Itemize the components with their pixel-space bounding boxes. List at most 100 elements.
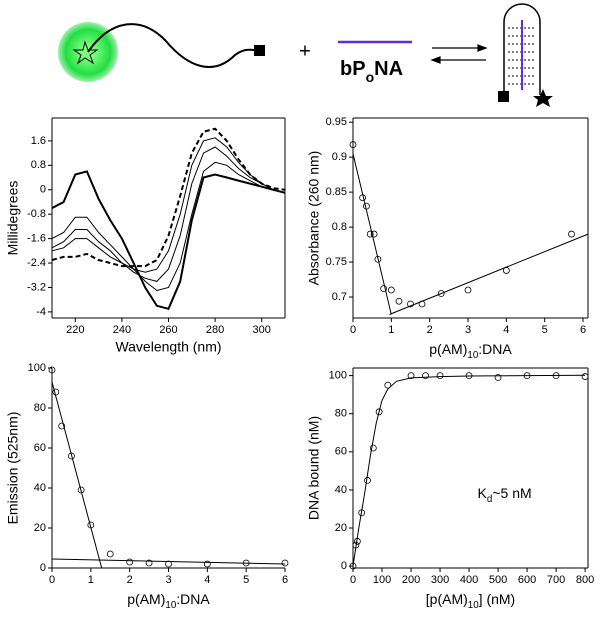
y-tick-label: 100 (28, 362, 46, 374)
y-tick-label: -0.8 (27, 208, 46, 220)
y-tick-label: 0.8 (31, 159, 46, 171)
y-tick-label: -1.6 (27, 233, 46, 245)
data-point (359, 194, 366, 202)
data-point (87, 521, 95, 529)
y-axis-label: Millidegrees (5, 181, 21, 256)
data-point (48, 366, 56, 374)
y-axis-label: Absorbance (260 nm) (306, 151, 322, 286)
x-tick-label: 200 (402, 574, 420, 586)
y-tick-label: 60 (335, 446, 347, 458)
text-part: ] (nM) (479, 591, 516, 607)
x-tick-label: 6 (282, 574, 288, 586)
data-point (370, 230, 378, 238)
y-tick-label: 100 (329, 370, 347, 382)
fit-line (51, 558, 286, 565)
hairpin (498, 3, 553, 107)
x-tick-label: 2 (127, 574, 133, 586)
y-tick-label: 20 (335, 522, 347, 534)
x-axis-label: Wavelength (nm) (115, 339, 221, 355)
x-tick-label: 5 (542, 324, 548, 336)
y-tick-label: -4 (36, 306, 46, 318)
data-point (52, 388, 60, 396)
plus: + (299, 40, 311, 62)
quencher (254, 45, 265, 56)
y-tick-label: 20 (34, 522, 46, 534)
fit-line (352, 153, 392, 315)
data-point (203, 560, 211, 568)
fluorophore-star (72, 40, 99, 65)
data-point (374, 255, 382, 263)
equilibrium-arrows (430, 44, 488, 64)
x-tick-label: 1 (388, 324, 394, 336)
x-tick-label: 100 (373, 574, 391, 586)
x-tick-label: 4 (204, 574, 210, 586)
data-point (380, 285, 388, 293)
data-point (165, 560, 172, 568)
data-point (58, 422, 66, 430)
text-part: o (366, 69, 375, 85)
data-point (418, 300, 426, 308)
text-part: [p(AM) (426, 591, 468, 607)
schematic: + bPoNA (58, 3, 553, 107)
y-axis-label: DNA bound (nM) (306, 416, 322, 520)
annotation: Kd~5 nM (478, 485, 532, 505)
y-tick-label: 40 (34, 482, 46, 494)
y-tick-label: 0.8 (332, 221, 347, 233)
data-point (369, 444, 377, 452)
y-tick-label: 0.75 (326, 256, 347, 268)
data-point (494, 374, 502, 381)
y-tick-label: -3.2 (27, 281, 46, 293)
data-point (106, 550, 114, 558)
x-tick-label: 240 (113, 324, 131, 336)
data-point (436, 372, 444, 380)
text-part: p(AM) (127, 591, 165, 607)
cd-curve (51, 146, 286, 282)
x-tick-label: 500 (489, 574, 507, 586)
text-part: ~5 nM (492, 485, 531, 501)
y-tick-label: 1.6 (31, 135, 46, 147)
data-point (126, 558, 134, 566)
y-tick-label: 0.85 (326, 186, 347, 198)
x-tick-label: 260 (159, 324, 177, 336)
text-part: 10 (468, 600, 479, 611)
data-point (464, 286, 472, 294)
y-tick-label: -2.4 (27, 257, 46, 269)
text-part: bP (340, 58, 366, 80)
data-point (384, 381, 392, 389)
cd-curve (51, 170, 286, 310)
data-point (407, 300, 414, 308)
fit-line (352, 374, 586, 567)
y-tick-label: 0 (40, 184, 46, 196)
y-axis-label: Emission (525nm) (5, 412, 21, 525)
data-point (242, 559, 250, 567)
data-point (349, 562, 357, 570)
dna-strand (87, 23, 256, 68)
text-part: p(AM) (429, 341, 467, 357)
data-point (358, 509, 366, 517)
y-tick-label: 80 (34, 402, 46, 414)
x-tick-label: 5 (243, 574, 249, 586)
text-part: :DNA (176, 591, 210, 607)
data-point (352, 541, 360, 549)
data-point (552, 372, 560, 380)
x-tick-label: 0 (350, 324, 356, 336)
fit-line (51, 381, 103, 569)
text-part: 10 (165, 600, 176, 611)
x-tick-label: 0 (350, 574, 356, 586)
text-part: NA (374, 58, 403, 80)
x-tick-label: 700 (547, 574, 565, 586)
data-point (68, 452, 75, 460)
data-point (145, 559, 153, 567)
x-axis-label: p(AM)10:DNA (429, 341, 512, 361)
data-point (353, 537, 361, 545)
x-tick-label: 600 (518, 574, 536, 586)
y-tick-label: 0.7 (332, 291, 347, 303)
text-part: K (478, 485, 488, 501)
y-tick-label: 0 (40, 562, 46, 574)
text-part: :DNA (478, 341, 512, 357)
y-tick-label: 0.9 (332, 151, 347, 163)
x-axis-label: p(AM)10:DNA (127, 591, 210, 611)
x-tick-label: 1 (88, 574, 94, 586)
y-tick-label: 0.95 (326, 116, 347, 128)
